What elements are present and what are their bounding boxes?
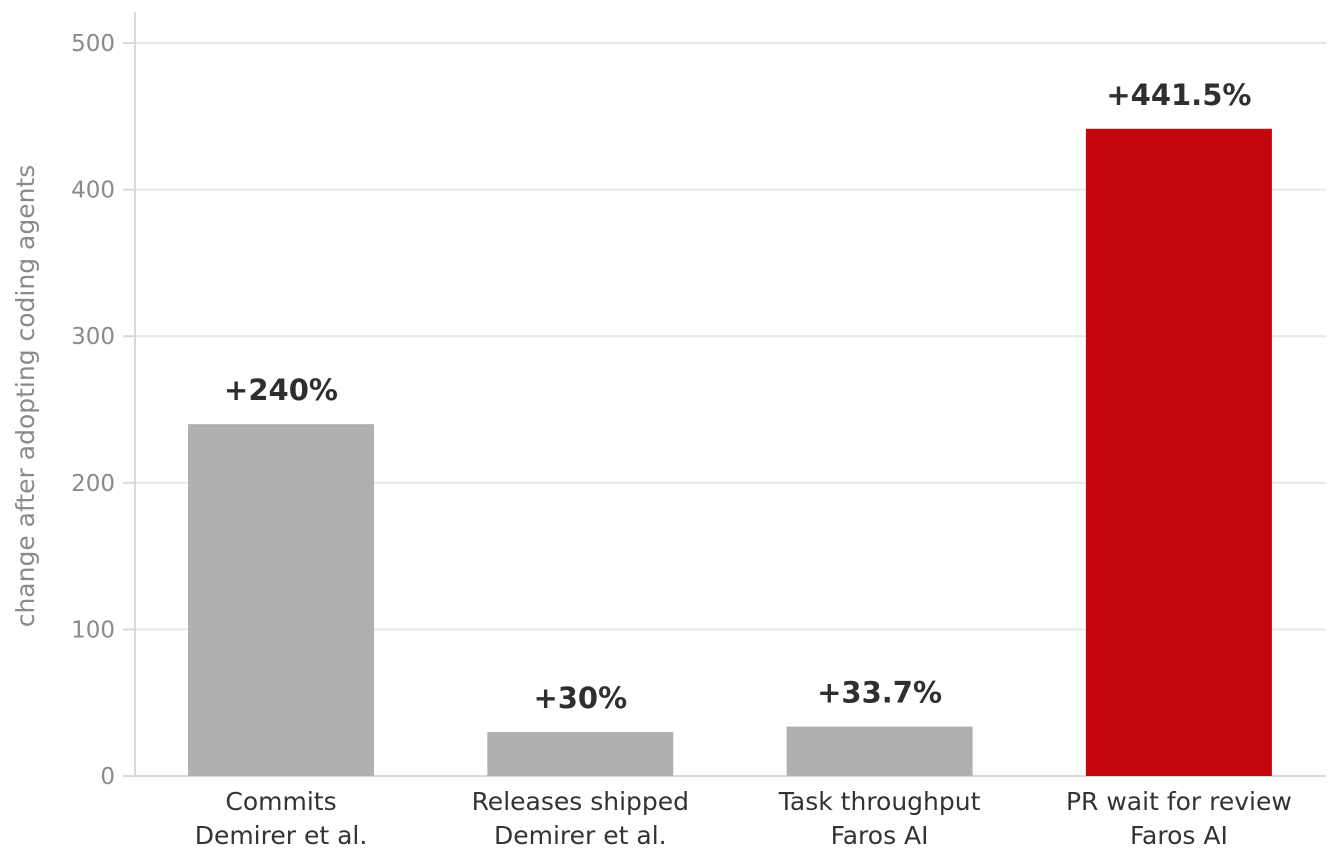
x-axis-labels: Commits Demirer et al. Releases shipped Dem… <box>195 787 1292 850</box>
y-tick-label: 300 <box>71 324 115 350</box>
bar <box>786 726 973 776</box>
bars <box>188 128 1272 777</box>
x-tick-label: Demirer et al. <box>494 821 667 850</box>
x-tick-label: Faros AI <box>831 821 929 850</box>
x-tick-label: PR wait for review <box>1066 787 1292 816</box>
y-tick-label: 0 <box>100 764 115 790</box>
y-tick-label: 400 <box>71 178 115 204</box>
y-tick-label: 100 <box>71 617 115 643</box>
data-label: +33.7% <box>817 676 942 710</box>
bar <box>487 732 674 776</box>
x-tick-label: Commits <box>225 787 336 816</box>
y-tick-label: 500 <box>71 31 115 57</box>
x-tick-label: Demirer et al. <box>195 821 368 850</box>
data-labels: +240% +30% +33.7% +441.5% <box>224 78 1251 715</box>
y-axis-ticks: 0 100 200 300 400 500 <box>71 31 135 790</box>
x-tick-label: Task throughput <box>778 787 981 816</box>
data-label: +441.5% <box>1106 78 1251 112</box>
data-label: +30% <box>533 681 627 715</box>
y-tick-label: 200 <box>71 471 115 497</box>
data-label: +240% <box>224 373 338 407</box>
bar <box>188 424 374 776</box>
y-axis-title: change after adopting coding agents <box>11 165 40 628</box>
bar <box>1085 128 1272 777</box>
x-tick-label: Faros AI <box>1130 821 1228 850</box>
x-tick-label: Releases shipped <box>472 787 689 816</box>
